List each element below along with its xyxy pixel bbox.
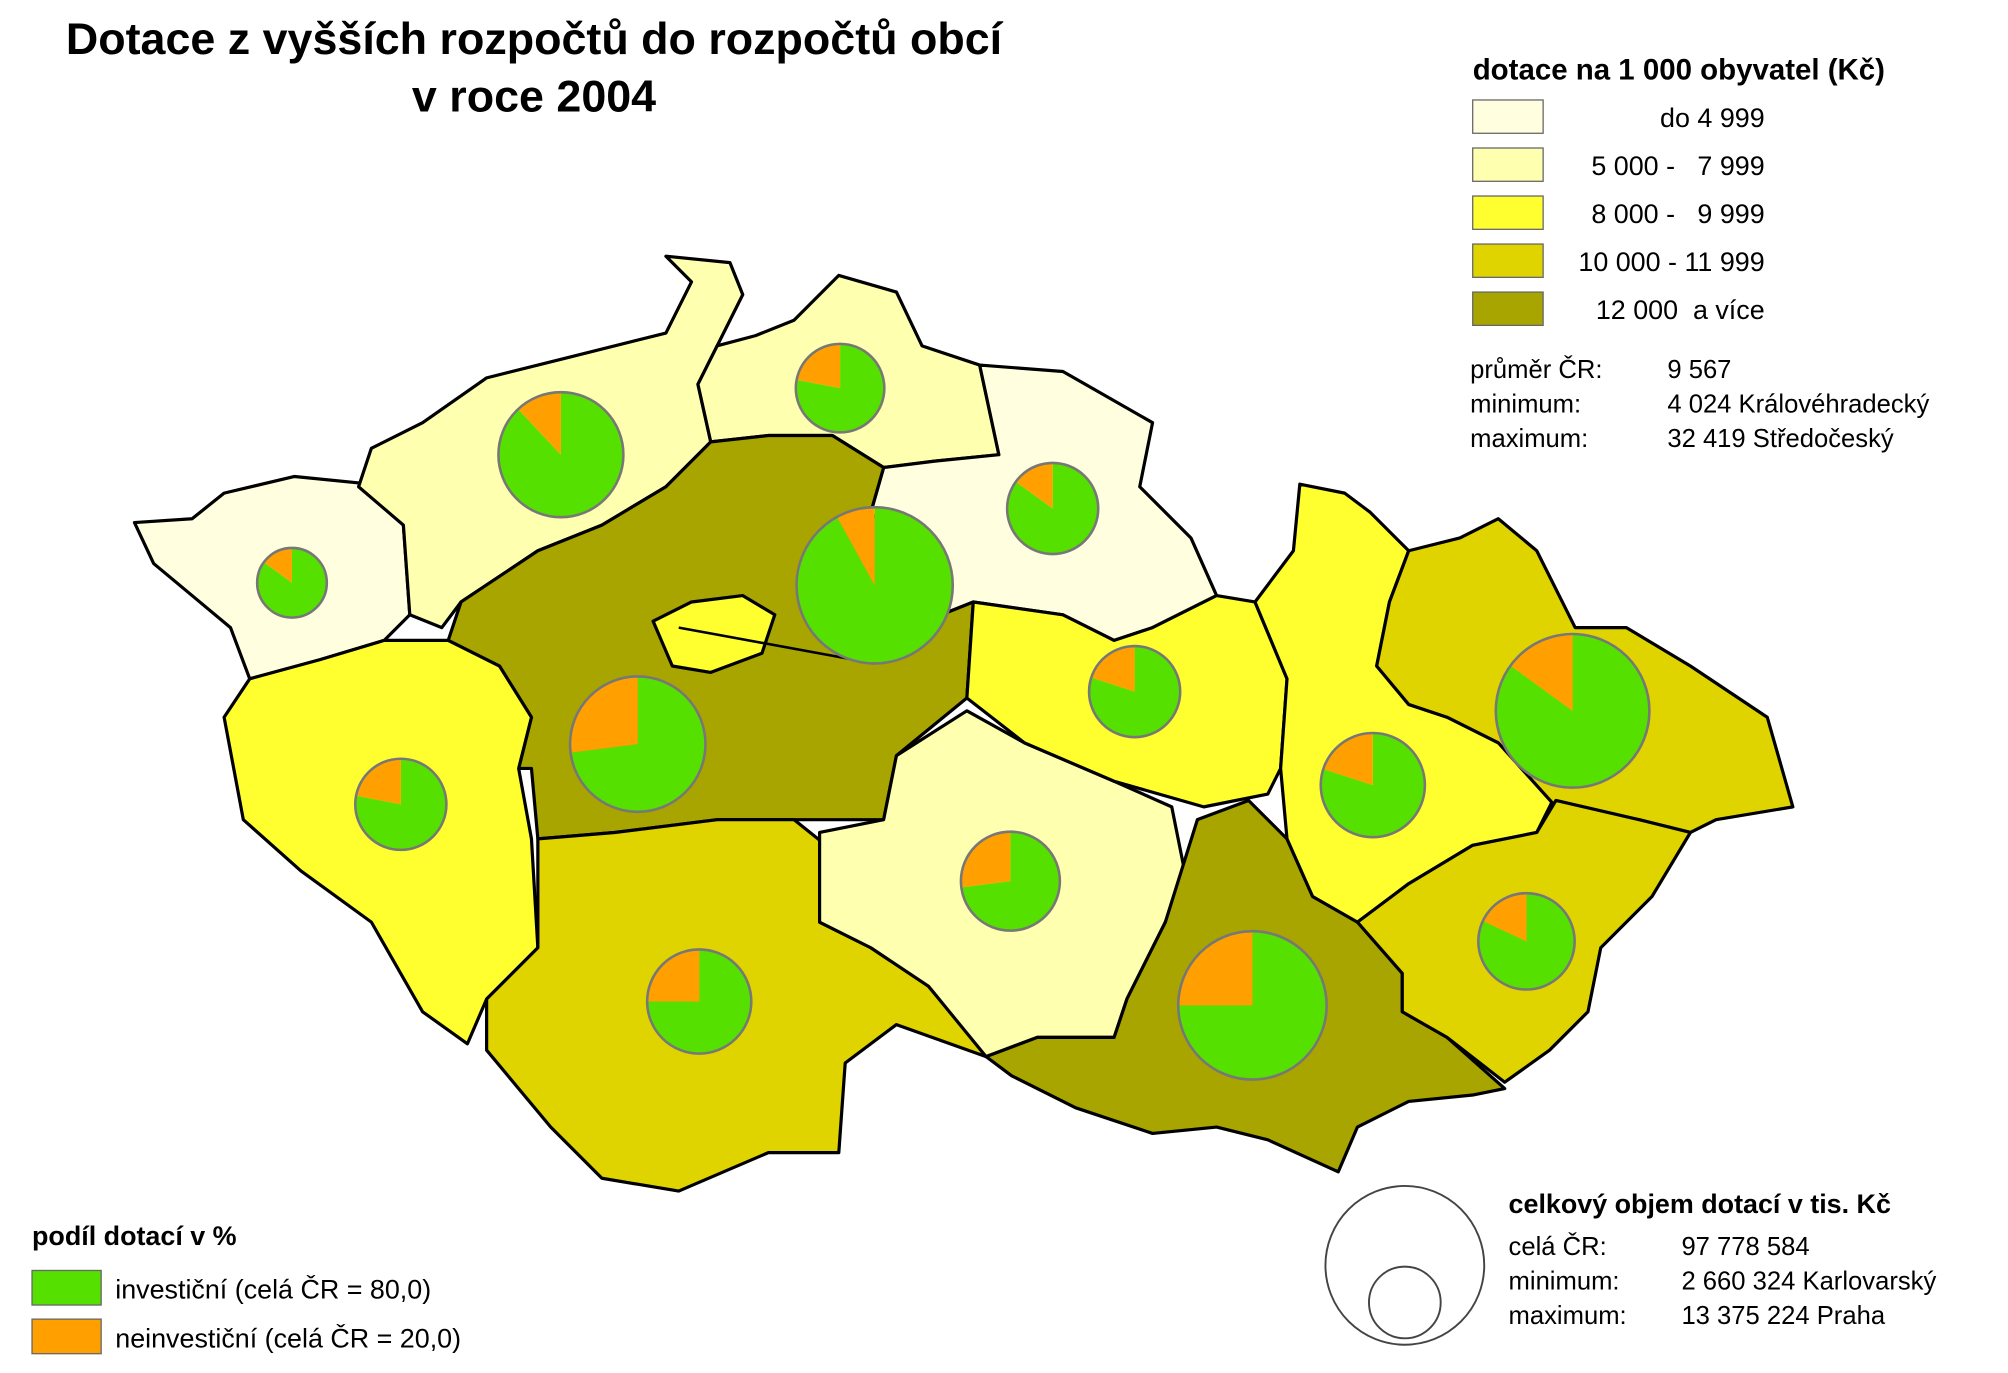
stat-value: 4 024 Královéhradecký [1667, 390, 1929, 418]
volume-legend-circle [1324, 1184, 1486, 1346]
stat-value: 32 419 Středočeský [1667, 425, 1894, 453]
stat-label: minimum: [1470, 390, 1581, 418]
legend-title: dotace na 1 000 obyvatel (Kč) [1473, 53, 1885, 86]
legend-swatch [1472, 99, 1544, 134]
stat-label: maximum: [1470, 425, 1588, 453]
pie-outline [353, 757, 448, 852]
stat-label: průměr ČR: [1470, 355, 1602, 384]
pie-slice-invest [795, 343, 885, 433]
pie-slice-invest [647, 949, 752, 1054]
stat-label: celá ČR: [1509, 1232, 1607, 1261]
pie-slice-noninvest [1015, 462, 1053, 509]
pie-slice-noninvest [1482, 893, 1527, 942]
stat-label: minimum: [1509, 1268, 1620, 1296]
pie-slice-noninvest [1091, 646, 1135, 692]
pie-slice-noninvest [518, 392, 561, 455]
legend-label: 12 000 a více [1596, 295, 1765, 325]
pie-outline [1005, 461, 1100, 556]
legend-swatch [1472, 243, 1544, 278]
legend-swatch [1472, 195, 1544, 230]
pie-outline [1477, 891, 1576, 991]
legend-label: neinvestiční (celá ČR = 20,0) [115, 1322, 461, 1353]
pie-outline [1176, 929, 1328, 1081]
legend-label: 5 000 - 7 999 [1591, 151, 1764, 181]
rate-legend: do 4 999 5 000 - 7 999 8 000 - 9 999 10 000… [1472, 99, 1765, 327]
pie-slice-noninvest [1323, 733, 1373, 786]
volume-stats: celá ČR: 97 778 584 minimum: 2 660 324 Karl… [1509, 1232, 1937, 1330]
pie-outline [959, 830, 1062, 932]
pie-slice-noninvest [960, 831, 1011, 888]
pie-slice-invest [1007, 462, 1099, 555]
pie-outline [497, 390, 625, 519]
stat-value: 97 778 584 [1681, 1233, 1809, 1261]
title: v roce 2004 [412, 72, 656, 122]
pie-outline [1319, 731, 1427, 839]
legend-swatch [1472, 291, 1544, 327]
pie-slice-noninvest [570, 676, 638, 753]
stat-value: 9 567 [1667, 356, 1731, 384]
legend-swatch [31, 1318, 102, 1355]
pie-outline [645, 948, 753, 1055]
pie-slice-invest [796, 507, 953, 664]
stat-value: 13 375 224 Praha [1681, 1302, 1885, 1330]
pie-slice-noninvest [356, 758, 401, 805]
pie-slice-invest [498, 392, 624, 518]
pie-outline [1087, 644, 1182, 739]
pie-slice-noninvest [837, 507, 875, 586]
pie-slice-invest [1320, 733, 1425, 838]
legend-label: do 4 999 [1660, 103, 1765, 133]
legend-title: podíl dotací v % [32, 1221, 237, 1251]
legend-swatch [1472, 147, 1544, 182]
pie-slice-noninvest [1178, 931, 1253, 1006]
pie-slice-invest [1495, 634, 1650, 788]
pie-slice-invest [257, 547, 327, 618]
rate-stats: průměr ČR: 9 567 minimum: 4 024 Královéhrad… [1470, 355, 1929, 453]
pie-slice-noninvest [1510, 634, 1573, 711]
pie-slice-invest [570, 676, 706, 812]
pie-slice-noninvest [647, 949, 700, 1002]
legend-swatch [31, 1269, 102, 1306]
legend-label: 10 000 - 11 999 [1578, 247, 1764, 277]
pie-outline [795, 505, 955, 665]
pie-slice-invest [1089, 646, 1181, 738]
stat-value: 2 660 324 Karlovarský [1681, 1268, 1936, 1296]
pie-outline [1494, 632, 1651, 789]
stat-label: maximum: [1509, 1302, 1627, 1330]
pies [255, 342, 1651, 1081]
title: Dotace z vyšších rozpočtů do rozpočtů ob… [66, 14, 1004, 64]
pie-outline [255, 546, 329, 619]
legend-label: investiční (celá ČR = 80,0) [115, 1274, 431, 1305]
volume-legend-circle [1368, 1265, 1442, 1340]
pie-slice-invest [961, 831, 1060, 931]
pie-outline [794, 342, 886, 434]
pie-slice-invest [355, 758, 447, 850]
share-legend: investiční (celá ČR = 80,0) neinvestiční … [31, 1269, 461, 1355]
legend-label: 8 000 - 9 999 [1591, 199, 1764, 229]
legend-title: celkový objem dotací v tis. Kč [1509, 1189, 1891, 1219]
pie-outline [568, 675, 707, 814]
pie-slice-noninvest [796, 343, 841, 389]
